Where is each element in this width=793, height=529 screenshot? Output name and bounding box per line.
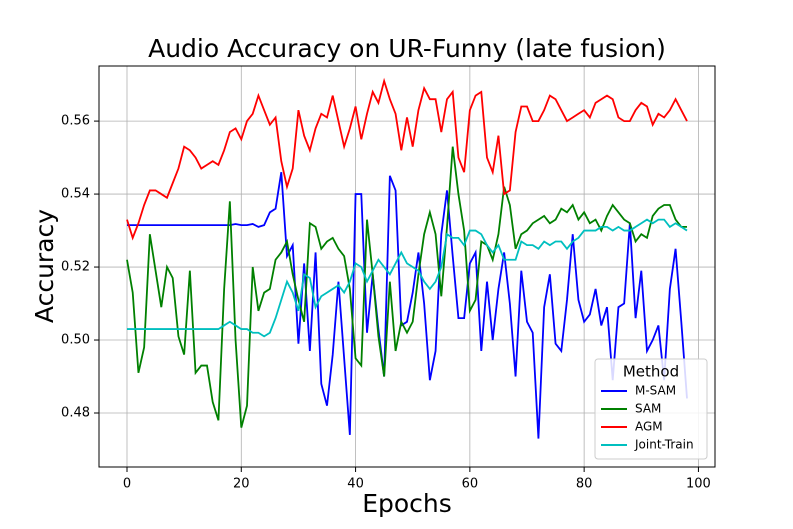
legend-title: Method [623, 363, 679, 381]
legend-label: AGM [635, 420, 663, 434]
series-line [127, 218, 688, 338]
x-tick-label: 100 [686, 477, 711, 492]
chart-title: Audio Accuracy on UR-Funny (late fusion) [148, 34, 666, 63]
y-tick-label: 0.54 [61, 187, 90, 202]
y-tick-label: 0.50 [61, 333, 90, 348]
legend-label: M-SAM [635, 384, 676, 398]
y-tick-label: 0.48 [61, 405, 90, 420]
x-tick-label: 60 [462, 477, 479, 492]
legend: Method M-SAM SAM AGM Joint-Train [594, 358, 708, 460]
series-line [126, 146, 687, 428]
legend-label: SAM [635, 402, 661, 416]
x-tick-label: 80 [576, 477, 593, 492]
legend-label: Joint-Train [634, 438, 694, 452]
series-line [127, 172, 688, 439]
legend-box [594, 358, 708, 460]
y-axis-label: Accuracy [30, 209, 59, 323]
x-tick-label: 0 [123, 477, 131, 492]
y-tick-label: 0.56 [61, 114, 90, 129]
x-axis-label: Epochs [362, 489, 452, 518]
y-tick-label: 0.52 [61, 260, 90, 275]
x-tick-label: 40 [347, 477, 364, 492]
series-line [126, 77, 688, 241]
x-tick-label: 20 [233, 477, 250, 492]
plot-frame [98, 65, 716, 468]
